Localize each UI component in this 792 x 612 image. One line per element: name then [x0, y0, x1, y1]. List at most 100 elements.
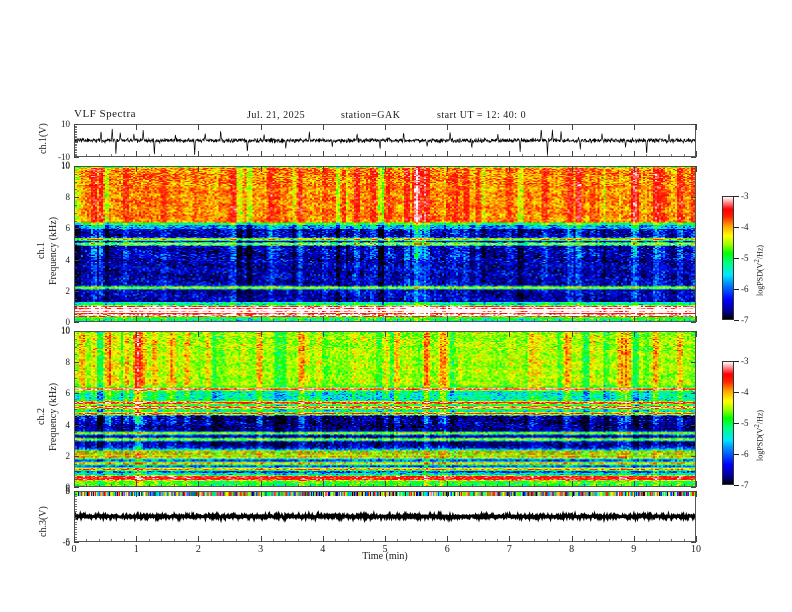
ch1-spec-x-minor-tick: [74, 319, 75, 322]
ch3-wave-extra-tick-below: 0: [65, 538, 71, 548]
ch2-spec-y-tick-mark-right: [691, 487, 696, 488]
ch3-wave-y-minor-tick: [74, 501, 77, 502]
colorbar-ch1-title-tail: /Hz): [755, 244, 765, 260]
ch1-wave-y-minor-tick: [74, 139, 77, 140]
colorbar-ch1-tick-mark: [734, 289, 739, 290]
ch1-wave-y-minor-tick: [74, 142, 77, 143]
ch1-spec-x-major-tick-top: [74, 166, 75, 172]
ch3-wave-y-minor-tick: [74, 499, 77, 500]
ch1-spec-y-minor-tick: [74, 221, 77, 222]
colorbar-ch2-title: logPSD(V2/Hz): [753, 387, 765, 461]
colorbar-ch2-tick-mark: [734, 454, 739, 455]
ch1-spec-y-minor-tick: [74, 291, 77, 292]
ch1-spec-y-minor-tick: [74, 283, 77, 284]
ch2-spec-y-tick-mark-right: [691, 331, 696, 332]
ch1-wave-x-minor-tick: [596, 154, 597, 157]
ch1-spec-x-minor-tick: [211, 319, 212, 322]
ch2-spec-x-major-tick-top: [447, 331, 448, 337]
ch3-wave-y-minor-tick: [74, 491, 77, 492]
ch1-spec-y-tick-label: 0: [65, 317, 71, 327]
ch1-spec-x-minor-tick: [236, 319, 237, 322]
ch3-wave-y-minor-tick: [74, 532, 77, 533]
ch1-wave-y-minor-tick: [74, 149, 77, 150]
ch1-spec-y-minor-tick: [74, 228, 77, 229]
ch1-wave-y-minor-tick: [74, 134, 77, 135]
ch1-spec-x-minor-tick: [174, 319, 175, 322]
ch1-wave-x-major-tick-top: [385, 124, 386, 130]
ch3-wave-x-minor-tick: [310, 539, 311, 542]
ch1-spec-x-minor-tick: [223, 319, 224, 322]
ch3-wave-x-minor-tick: [198, 539, 199, 542]
ch2-spec-x-major-tick-top: [261, 331, 262, 337]
ch2-spec-x-minor-tick: [211, 484, 212, 487]
ch1-spec-x-minor-tick: [447, 319, 448, 322]
x-axis-tick-label: 2: [195, 544, 201, 555]
ch2-spec-x-minor-tick: [285, 484, 286, 487]
ch1-spec-y-minor-tick: [74, 236, 77, 237]
ch1-wave-y-minor-tick: [74, 131, 77, 132]
ch1-wave-x-minor-tick: [534, 154, 535, 157]
ch3-wave-x-minor-tick: [684, 539, 685, 542]
ch1-spec-x-minor-tick: [534, 319, 535, 322]
ch3-wave-x-minor-tick: [86, 539, 87, 542]
ch1-spec-extra-tick-label: 10: [61, 325, 70, 335]
ch1-spec-x-minor-tick: [684, 319, 685, 322]
ch1-wave-x-minor-tick: [223, 154, 224, 157]
ch1-wave-x-minor-tick: [509, 154, 510, 157]
ch1-wave-y-tick-label: -10: [58, 152, 70, 162]
ch3-wave-x-minor-tick: [211, 539, 212, 542]
ch1-wave-x-minor-tick: [422, 154, 423, 157]
ch2-spec-y-minor-tick: [74, 331, 77, 332]
ch3-wave-x-minor-tick: [136, 539, 137, 542]
ch1-spec-x-major-tick-top: [447, 166, 448, 172]
ch1-wave-y-minor-tick: [74, 132, 77, 133]
ch1-spectrogram-image: [75, 167, 695, 321]
ch3-wave-x-minor-tick: [335, 539, 336, 542]
ch1-wave-x-minor-tick: [485, 154, 486, 157]
ch1-spec-x-major-tick-top: [572, 166, 573, 172]
ch1-spec-x-major-tick-top: [136, 166, 137, 172]
colorbar-ch2-title-tail: /Hz): [755, 409, 765, 425]
ch1-spec-y-minor-tick: [74, 189, 77, 190]
ch2-spec-x-minor-tick: [335, 484, 336, 487]
ch1-spec-x-minor-tick: [111, 319, 112, 322]
ch3-wave-y-minor-tick: [74, 517, 77, 518]
ch3-waveform-trace: [75, 492, 695, 541]
ch1-spec-x-minor-tick: [373, 319, 374, 322]
ch1-wave-x-major-tick-top: [509, 124, 510, 130]
ch3-wave-x-major-tick-top: [509, 491, 510, 497]
colorbar-ch2-tick-mark: [734, 423, 739, 424]
ch1-spec-x-minor-tick: [497, 319, 498, 322]
ch2-spec-x-minor-tick: [422, 484, 423, 487]
ch1-spec-y-tick-label: 8: [65, 192, 71, 203]
page-title: VLF Spectra: [74, 108, 137, 120]
header-station: station=GAK: [341, 110, 401, 121]
ch2-spec-x-minor-tick: [298, 484, 299, 487]
ch1-wave-x-minor-tick: [248, 154, 249, 157]
ch3-wave-y-minor-tick: [74, 509, 77, 510]
ch2-spec-y-minor-tick: [74, 432, 77, 433]
ch1-spec-x-minor-tick: [696, 319, 697, 322]
colorbar-ch2-tick-label: -3: [741, 356, 749, 366]
ch1-spec-y-minor-tick: [74, 314, 77, 315]
ch1-spec-y-minor-tick: [74, 275, 77, 276]
ch1-wave-x-major-tick-top: [74, 124, 75, 130]
ch2-spec-y-minor-tick: [74, 386, 77, 387]
ch1-wave-y-minor-tick: [74, 127, 77, 128]
ch1-wave-x-minor-tick: [360, 154, 361, 157]
ch1-spec-x-minor-tick: [596, 319, 597, 322]
ch1-wave-x-minor-tick: [572, 154, 573, 157]
x-axis-tick-label: 6: [444, 544, 450, 555]
ch2-spec-y-minor-tick: [74, 370, 77, 371]
ch2-spec-y-minor-tick: [74, 339, 77, 340]
ch1-spec-x-minor-tick: [298, 319, 299, 322]
ch2-spec-y-tick-label: 4: [65, 419, 71, 430]
ch1-wave-x-major-tick-top: [323, 124, 324, 130]
ch3-waveform-panel: [74, 491, 696, 542]
ch3-wave-x-minor-tick: [111, 539, 112, 542]
ch1-wave-x-minor-tick: [397, 154, 398, 157]
colorbar-ch1-tick-mark: [734, 196, 739, 197]
ch1-waveform-trace: [75, 125, 695, 156]
ch3-wave-x-minor-tick: [596, 539, 597, 542]
